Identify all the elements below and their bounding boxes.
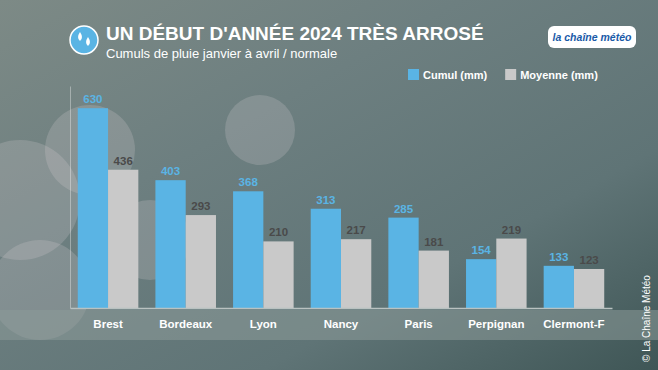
legend-swatch bbox=[505, 69, 516, 80]
bar bbox=[233, 191, 263, 308]
data-label: 133 bbox=[549, 251, 568, 263]
data-label: 630 bbox=[83, 93, 102, 105]
chart-title: UN DÉBUT D'ANNÉE 2024 TRÈS ARROSÉ bbox=[106, 23, 484, 44]
background bbox=[0, 0, 658, 370]
x-tick: Brest bbox=[93, 308, 123, 330]
bar bbox=[466, 259, 496, 308]
bar bbox=[496, 239, 526, 308]
bar bbox=[419, 251, 449, 308]
x-tick-label: Paris bbox=[405, 318, 433, 330]
legend: Cumul (mm) Moyenne (mm) bbox=[408, 69, 598, 81]
data-label: 210 bbox=[269, 226, 288, 238]
legend-item: Moyenne (mm) bbox=[505, 69, 598, 81]
bar bbox=[155, 180, 185, 308]
x-axis: Brest Bordeaux Lyon Nancy Paris Perpignan Cler… bbox=[71, 308, 613, 330]
bar bbox=[78, 108, 108, 308]
x-tick-label: Lyon bbox=[250, 318, 277, 330]
data-label: 154 bbox=[472, 244, 492, 256]
legend-swatch bbox=[408, 69, 419, 80]
y-axis-line bbox=[70, 87, 71, 309]
background-blossom bbox=[225, 95, 295, 165]
x-tick: Nancy bbox=[324, 308, 359, 330]
x-tick: Clermont-F bbox=[543, 308, 604, 330]
data-label: 123 bbox=[579, 254, 598, 266]
data-label: 313 bbox=[316, 194, 335, 206]
bar bbox=[186, 215, 216, 308]
legend-label: Moyenne (mm) bbox=[520, 69, 598, 81]
x-tick: Perpignan bbox=[468, 308, 524, 330]
data-label: 293 bbox=[191, 200, 210, 212]
bar bbox=[341, 239, 371, 308]
data-label: 403 bbox=[161, 165, 180, 177]
logo-text: la chaîne météo bbox=[553, 31, 632, 43]
chart-root: UN DÉBUT D'ANNÉE 2024 TRÈS ARROSÉ Cumuls … bbox=[0, 0, 658, 370]
icon-drop bbox=[78, 32, 82, 41]
x-tick: Paris bbox=[405, 308, 433, 330]
logo-box bbox=[548, 26, 636, 48]
y-axis bbox=[70, 87, 71, 309]
x-tick: Lyon bbox=[250, 308, 277, 330]
data-label: 368 bbox=[239, 176, 259, 188]
icon-circle bbox=[70, 26, 98, 54]
bar bbox=[108, 170, 138, 308]
logo: la chaîne météo bbox=[548, 26, 636, 48]
data-labels: 630 403 368 313 285 154 133 436 293 210 217 181 219 1… bbox=[83, 93, 598, 266]
data-label: 217 bbox=[347, 224, 366, 236]
data-label: 219 bbox=[502, 224, 521, 236]
x-tick-label: Brest bbox=[93, 318, 123, 330]
axis-band bbox=[0, 310, 658, 340]
bar bbox=[544, 266, 574, 308]
bar bbox=[388, 218, 418, 308]
x-tick-label: Bordeaux bbox=[159, 318, 213, 330]
icon-drop bbox=[86, 37, 90, 46]
x-tick-label: Nancy bbox=[324, 318, 359, 330]
x-tick-label: Perpignan bbox=[468, 318, 524, 330]
x-tick-label: Clermont-F bbox=[543, 318, 604, 330]
legend-label: Cumul (mm) bbox=[423, 69, 488, 81]
bar bbox=[311, 209, 341, 308]
bar bbox=[574, 269, 604, 308]
bar bbox=[263, 241, 293, 308]
data-label: 285 bbox=[394, 203, 414, 215]
data-label: 181 bbox=[424, 236, 444, 248]
source: © La Chaîne Météo bbox=[641, 275, 652, 362]
x-tick: Bordeaux bbox=[159, 308, 213, 330]
legend-item: Cumul (mm) bbox=[408, 69, 488, 81]
x-axis-line bbox=[71, 308, 613, 310]
title-icon bbox=[70, 26, 98, 54]
data-label: 436 bbox=[114, 155, 133, 167]
chart-subtitle: Cumuls de pluie janvier à avril / normal… bbox=[106, 46, 337, 61]
bars bbox=[78, 108, 604, 308]
